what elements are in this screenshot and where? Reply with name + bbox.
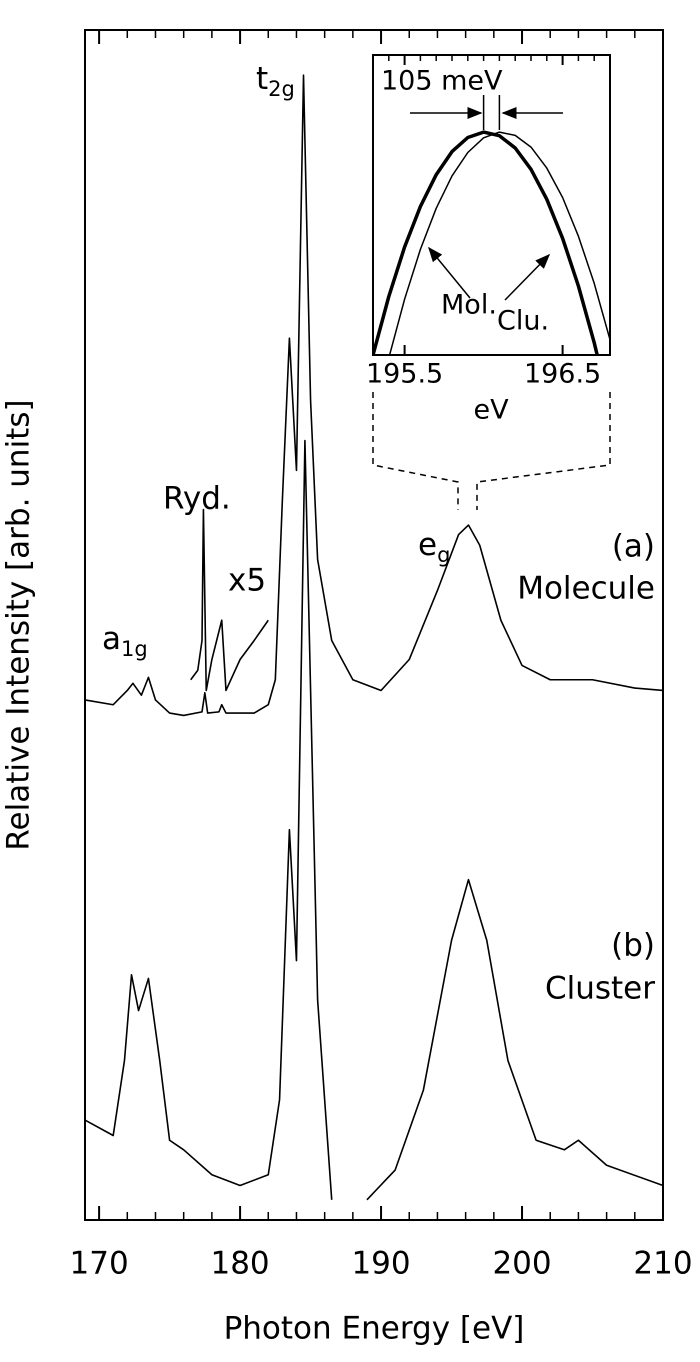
x-tick-label: 190 (351, 1246, 410, 1282)
inset-x-label: eV (473, 395, 509, 426)
annotation: t2g (256, 61, 295, 102)
arrow (428, 246, 471, 299)
data-line (84, 439, 664, 1201)
annotation-subscript: g (437, 543, 450, 567)
data-line (190, 508, 269, 692)
plot-frame (84, 29, 664, 1221)
series-label: Mol. (441, 290, 497, 321)
inset-annotation: 105 meV (381, 66, 503, 97)
annotation: Ryd. (163, 481, 231, 517)
y-axis-label: Relative Intensity [arb. units] (1, 399, 37, 850)
x-tick-label: 170 (70, 1246, 129, 1282)
series-group (84, 74, 664, 1201)
series-label: Cluster (545, 971, 655, 1007)
series-tag: (a) (612, 529, 655, 565)
x-tick-label: 196.5 (524, 359, 601, 390)
series-group (373, 130, 610, 355)
inset-frame (372, 54, 611, 356)
data-line (373, 130, 599, 355)
data-line (84, 74, 664, 717)
arrow (504, 253, 551, 301)
data-line (388, 131, 610, 355)
series-tag: (b) (611, 928, 655, 964)
zoom-guide (372, 392, 611, 510)
series-label: x5 (228, 563, 266, 599)
annotation: a1g (102, 621, 148, 662)
x-tick-label: 195.5 (366, 359, 443, 390)
series-label: Molecule (517, 571, 655, 607)
series-label: Clu. (497, 306, 549, 337)
annotation-text: a (102, 621, 121, 657)
annotation-text: t (256, 61, 268, 97)
x-tick-label: 210 (633, 1246, 692, 1282)
annotation-subscript: 2g (268, 77, 295, 101)
x-axis-label: Photon Energy [eV] (224, 1311, 525, 1347)
annotation-subscript: 1g (121, 637, 148, 661)
x-tick-label: 180 (210, 1246, 269, 1282)
annotation: eg (418, 527, 450, 568)
annotation-text: e (418, 527, 437, 563)
x-tick-label: 200 (492, 1246, 551, 1282)
